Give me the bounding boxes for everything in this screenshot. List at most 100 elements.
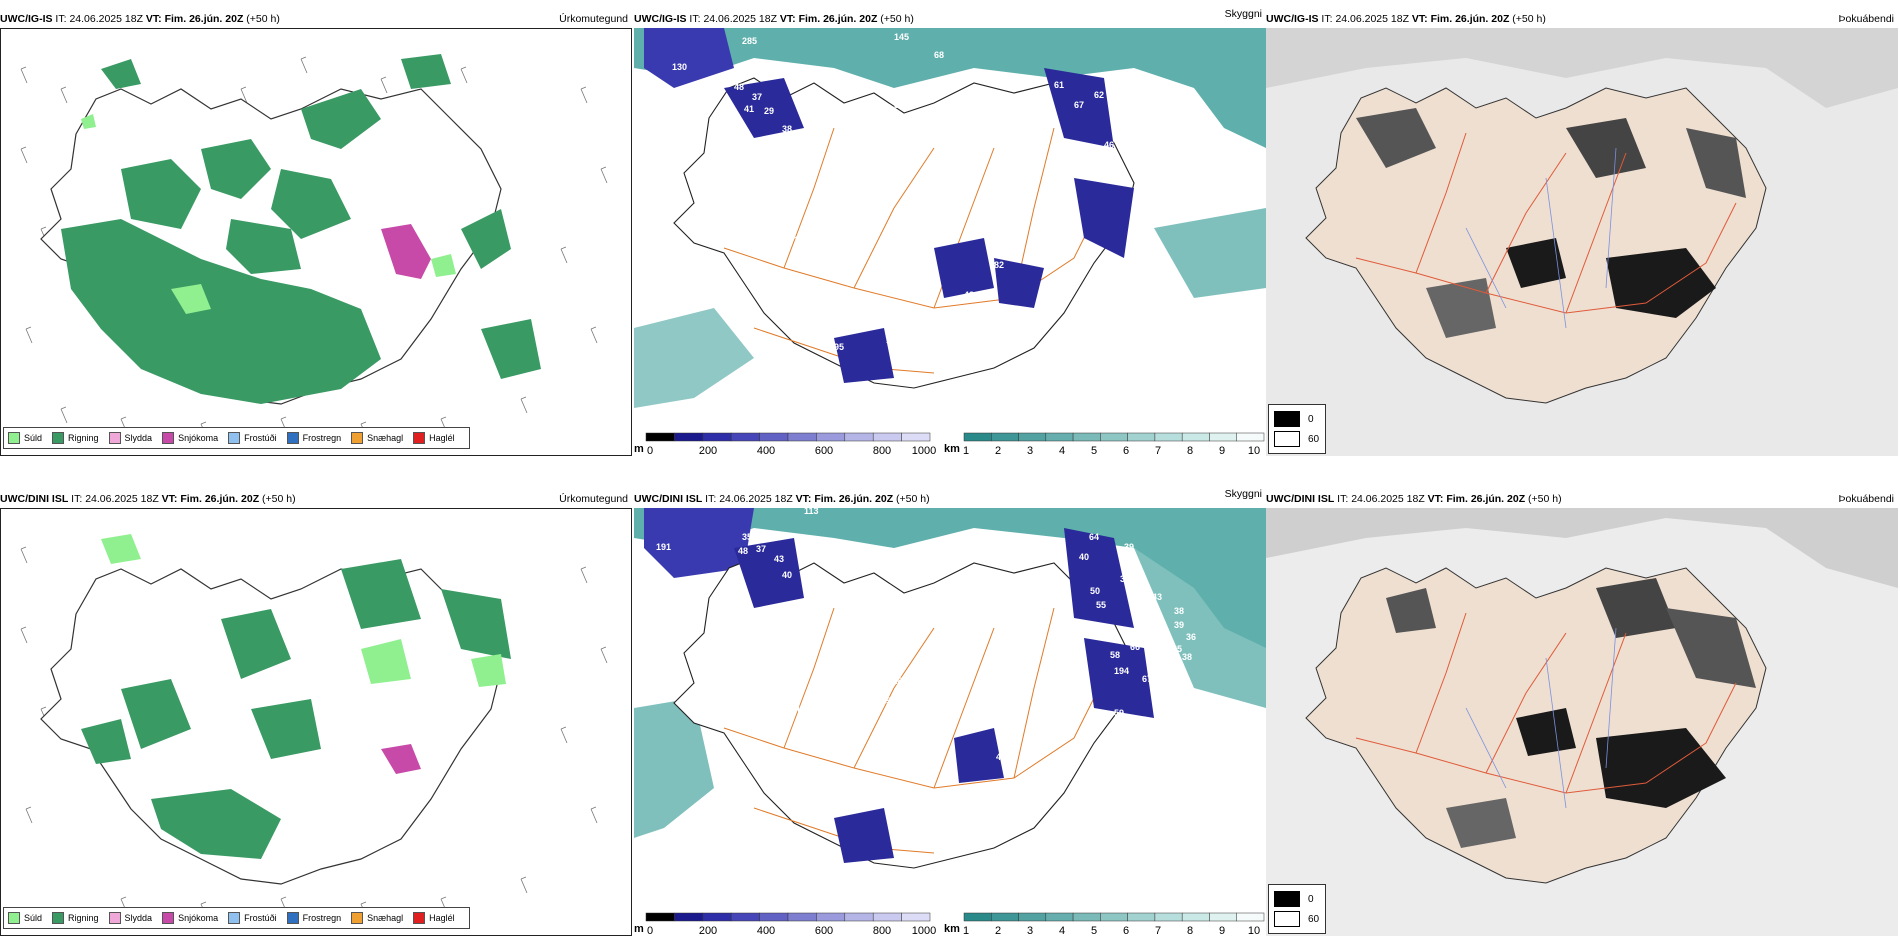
legend-item-snow-pellets: Snæhagl [351,432,403,444]
vis-label: 37 [1120,574,1130,584]
vis-label: 46 [1104,140,1114,150]
model-name: UWC/IG-IS [1266,13,1319,25]
vis-label: 53 [824,252,834,262]
visibility-map[interactable]: 191 113 35 48 37 43 40 20 64 39 40 37 50… [634,508,1266,908]
vis-label: 35 [1172,644,1182,654]
visibility-colorbar: km 1 2 3 4 5 6 7 8 9 10 [944,912,1266,937]
legend-item-sleet: Slydda [108,432,152,444]
colorbar-segment [1100,912,1128,922]
colorbar-segment [1100,432,1128,442]
colorbar-segment [844,912,874,922]
lead-time: (+50 h) [1512,13,1546,25]
visibility-colorbar-swatches [963,432,1265,442]
colorbar-segment [1154,432,1183,442]
vis-label: 63 [812,706,822,716]
it-label: IT: [1321,13,1333,25]
vis-label: 121 [774,225,789,235]
precip-legend: Súld Rigning Slydda Snjókoma Frostúði Fr… [3,907,470,929]
vis-label: 80 [922,355,932,365]
colorbar-segment [1127,432,1156,442]
vis-label: 33 [1084,280,1094,290]
vis-label: 66 [1130,642,1140,652]
legend-swatch [52,432,65,444]
panel-title: Úrkomutegund [559,493,628,505]
km-unit: km [944,923,960,935]
colorbar-segment [1209,432,1237,442]
vis-label: 40 [1079,552,1089,562]
fog-map[interactable]: 0 60 [1266,508,1898,936]
colorbar-segment [787,432,817,442]
colorbar-segment [787,912,817,922]
legend-item-freezing-rain: Frostregn [286,432,341,444]
legend-swatch [108,432,121,444]
model-name: UWC/IG-IS [0,13,53,25]
vis-label: 67 [1074,100,1084,110]
visibility-map[interactable]: 130 285 145 68 48 37 41 29 38 61 67 62 5… [634,28,1266,428]
vis-label: 41 [744,104,754,114]
tick-label: 4 [1058,445,1066,457]
vt-label: VT: [795,493,812,505]
visibility-colorbar-swatches [963,912,1265,922]
tick-label: 4 [1058,925,1066,937]
rivers [1465,627,1617,809]
vis-label: 40 [934,395,944,405]
vt-label: VT: [1411,13,1428,25]
vis-label: 71 [1006,628,1016,638]
tick-label: 7 [1154,925,1162,937]
vis-label: 61 [746,230,756,240]
init-time: 24.06.2025 18Z [1335,13,1409,25]
vis-label: 131 [784,290,799,300]
tick-label: 9 [1218,445,1226,457]
precip-legend: Súld Rigning Slydda Snjókoma Frostúði Fr… [3,427,470,449]
legend-swatch [162,432,175,444]
tick-label: 200 [698,925,718,937]
colorbar-segment [901,432,931,442]
fog-index-dark [1356,108,1746,338]
legend-item-snow: Snjókoma [162,912,218,924]
vis-label: 50 [894,280,904,290]
legend-item-hail: Haglél [413,912,455,924]
low-visibility-fields [634,28,1266,408]
tick-label: 10 [1247,445,1261,457]
vis-label: 50 [846,260,856,270]
lead-time: (+50 h) [246,13,280,25]
colorbar-segment [674,432,704,442]
valid-time: Fim. 26.jún. 20Z [1446,493,1526,505]
legend-swatch [351,912,364,924]
snow-area [381,744,421,774]
colorbar-segment [1209,912,1237,922]
vis-label: 59 [834,155,844,165]
colorbar-segment [702,912,732,922]
rain-areas [61,54,541,404]
precip-map[interactable]: Súld Rigning Slydda Snjókoma Frostúði Fr… [0,28,632,456]
colorbar-segment [1018,912,1047,922]
legend-item-drizzle: Súld [8,912,42,924]
precip-map[interactable]: Súld Rigning Slydda Snjókoma Frostúði Fr… [0,508,632,936]
vis-label: 44 [1164,660,1174,670]
vis-label: 18 [794,235,804,245]
vis-label: 67 [1142,674,1152,684]
legend-item-freezing-drizzle: Frostúði [228,432,277,444]
colorbar-segment [1072,912,1101,922]
colorbar-segment [730,432,760,442]
height-colorbar-swatches [645,432,931,442]
vis-label: 62 [1094,90,1104,100]
vis-label: 48 [964,290,974,300]
visibility-labels: 191 113 35 48 37 43 40 20 64 39 40 37 50… [656,508,1196,832]
colorbar-segment [1154,912,1183,922]
vis-label: 61 [1054,80,1064,90]
vis-label: 472 [996,752,1011,762]
fog-key-swatch [1274,431,1300,447]
panel-header: UWC/IG-IS IT: 24.06.2025 18Z VT: Fim. 26… [0,10,632,28]
fog-map[interactable]: 0 60 [1266,28,1898,456]
colorbar-segment [991,912,1019,922]
legend-swatch [228,912,241,924]
legend-item-drizzle: Súld [8,432,42,444]
vt-label: VT: [779,13,796,25]
rivers [1465,147,1617,329]
vis-label: 43 [774,554,784,564]
vis-label: 38 [1044,338,1054,348]
vis-label: 37 [752,92,762,102]
vis-label: 51 [886,696,896,706]
legend-item-sleet: Slydda [108,912,152,924]
